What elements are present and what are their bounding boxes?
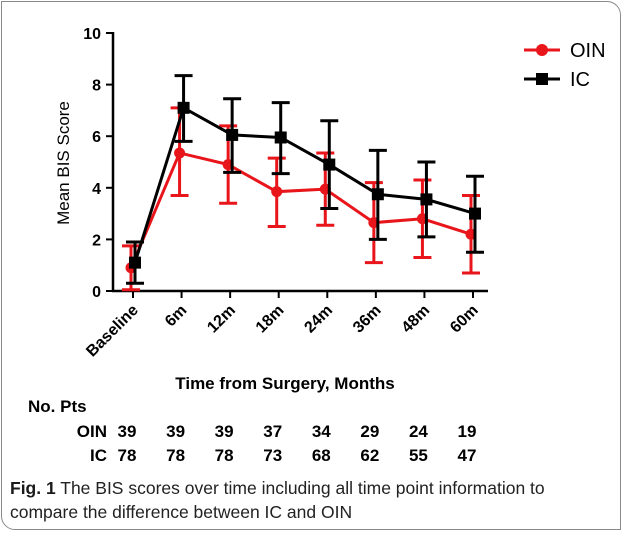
series-line [129,151,472,269]
figure-caption: Fig. 1 The BIS scores over time includin… [10,476,610,524]
patients-count: 78 [215,446,234,465]
data-point [226,128,239,141]
caption-text: The BIS scores over time including all t… [10,478,545,522]
x-tick-label: 12m [204,302,239,337]
patients-count: 78 [118,446,137,465]
x-tick-label: 6m [162,302,190,330]
patients-row-label: OIN [77,422,107,441]
data-point [469,207,481,220]
data-point [174,147,186,159]
patients-row-label: IC [90,446,107,465]
patients-count: 55 [409,446,428,465]
legend-item-oin: OIN [524,40,606,62]
data-point [274,131,287,144]
x-tick-label: Baseline [83,302,142,361]
chart-axes [106,32,488,298]
patients-count: 62 [360,446,379,465]
patients-count: 47 [458,446,477,465]
y-tick-labels: 0 2 4 6 8 10 [83,26,101,301]
legend-label: OIN [570,40,606,62]
series-ic [126,74,484,285]
patients-count: 24 [409,422,428,441]
patients-table: OIN 39 39 39 37 34 29 24 19 IC 78 78 78 73 68 62 55 47 [77,422,477,465]
x-tick-label: 36m [350,302,385,337]
patients-count: 19 [458,422,477,441]
data-point [323,158,336,171]
legend-label: IC [570,69,590,91]
series-layer [122,74,484,292]
patients-count: 39 [118,422,137,441]
patients-count: 39 [215,422,234,441]
data-point [129,256,141,269]
patients-count: 37 [263,422,282,441]
legend-item-ic: IC [524,69,590,91]
y-tick-label: 0 [92,284,101,301]
x-tick-label: 48m [399,302,434,337]
x-tick-label: 24m [301,302,336,337]
patients-count: 73 [263,446,282,465]
patients-table-header: No. Pts [28,397,87,416]
patients-count: 34 [312,422,331,441]
x-axis-label: Time from Surgery, Months [175,374,394,393]
patients-count: 68 [312,446,331,465]
data-point [420,193,433,206]
y-tick-label: 4 [92,181,101,198]
data-point [177,101,190,114]
legend-marker [536,44,548,56]
series-line [133,105,476,264]
y-tick-label: 8 [92,78,101,95]
x-tick-labels: Baseline 6m 12m 18m 24m 36m 48m 60m [83,302,482,361]
data-point [271,186,283,198]
patients-count: 39 [166,422,185,441]
x-tick-label: 18m [253,302,288,337]
legend: OIN IC [524,40,606,91]
y-tick-label: 2 [92,232,101,249]
patients-count: 29 [360,422,379,441]
y-tick-label: 10 [83,26,101,43]
legend-marker [536,73,548,85]
y-tick-label: 6 [92,129,101,146]
figure-label: Fig. 1 [10,478,56,498]
y-axis-label: Mean BIS Score [54,101,73,225]
x-tick-label: 60m [447,302,482,337]
data-point [371,188,384,201]
patients-count: 78 [166,446,185,465]
